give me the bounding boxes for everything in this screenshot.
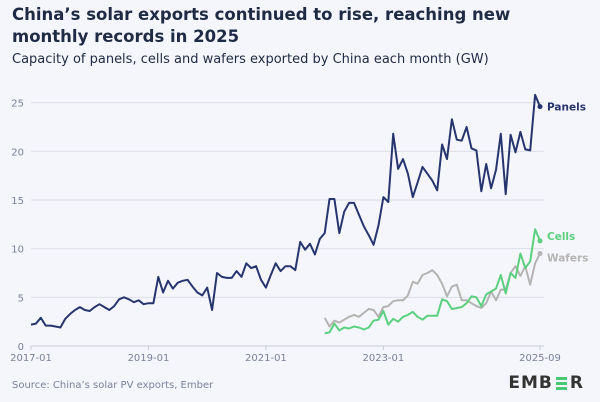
panels-label: Panels <box>547 102 586 114</box>
y-tick-label: 15 <box>11 196 24 207</box>
logo-e-bars <box>555 376 567 390</box>
x-tick-label: 2019-01 <box>128 353 170 364</box>
wafers-end-marker <box>537 251 543 257</box>
wafers-label: Wafers <box>547 253 588 265</box>
panels-line <box>30 93 541 329</box>
y-tick-label: 10 <box>11 245 24 256</box>
y-tick-label: 25 <box>11 99 24 110</box>
cells-label: Cells <box>547 231 575 243</box>
panels-end-marker <box>537 104 543 110</box>
y-tick-label: 20 <box>11 147 24 158</box>
chart-title: China’s solar exports continued to rise,… <box>12 5 511 46</box>
cells-line <box>324 228 541 335</box>
x-tick-label: 2017-01 <box>10 353 52 364</box>
x-tick-label: 2025-09 <box>519 353 561 364</box>
x-tick-label: 2021-01 <box>245 353 287 364</box>
y-tick-label: 0 <box>18 342 24 353</box>
ember-logo: EMB R <box>508 373 584 393</box>
source-note: Source: China’s solar PV exports, Ember <box>12 380 214 391</box>
cells-end-marker <box>537 238 543 244</box>
y-tick-label: 5 <box>18 293 24 304</box>
x-tick-label: 2023-01 <box>362 353 404 364</box>
chart-subtitle: Capacity of panels, cells and wafers exp… <box>12 52 489 67</box>
